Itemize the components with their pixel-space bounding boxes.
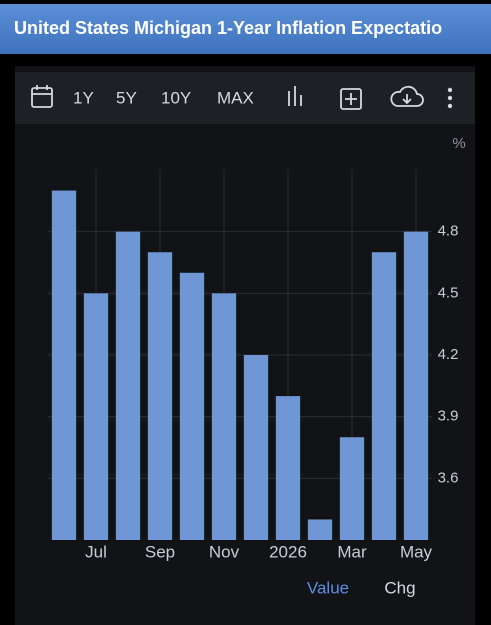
bar [403, 231, 429, 540]
header-title: United States Michigan 1-Year Inflation … [14, 18, 442, 38]
toolbar [15, 72, 475, 124]
range-button[interactable]: 5Y [116, 88, 137, 107]
bar [275, 396, 301, 540]
bar [147, 252, 173, 540]
y-tick-label: 4.8 [438, 223, 459, 240]
download-icon[interactable] [390, 85, 424, 107]
x-tick-label: 2026 [269, 542, 307, 561]
bar [243, 355, 269, 540]
bar [307, 519, 333, 540]
range-button[interactable]: 10Y [161, 88, 191, 107]
x-tick-label: May [400, 542, 433, 561]
bar [179, 272, 205, 540]
plot: 3.6 3.9 4.2 4.5 4.8 Jul Sep Nov 2026 Mar May [48, 170, 458, 561]
y-unit: % [452, 135, 465, 152]
x-tick-label: Mar [337, 542, 367, 561]
bar [371, 252, 397, 540]
range-button[interactable]: MAX [217, 88, 254, 107]
bar [339, 437, 365, 540]
x-tick-label: Nov [209, 542, 240, 561]
bar [83, 293, 109, 540]
x-tick-label: Sep [145, 542, 175, 561]
add-icon[interactable] [340, 88, 362, 110]
menu-icon[interactable] [447, 87, 453, 109]
range-button[interactable]: 1Y [73, 88, 94, 107]
bar [211, 293, 237, 540]
y-tick-label: 4.2 [438, 346, 459, 363]
bar [115, 231, 141, 540]
chart-type-icon[interactable] [288, 86, 302, 106]
header-bar [0, 4, 491, 54]
bar [51, 190, 77, 541]
y-tick-label: 3.9 [438, 408, 459, 425]
chg-tab[interactable]: Chg [384, 578, 415, 597]
calendar-icon[interactable] [31, 85, 53, 108]
y-tick-label: 4.5 [438, 284, 459, 301]
value-tab[interactable]: Value [307, 578, 349, 597]
x-tick-label: Jul [85, 542, 107, 561]
y-tick-label: 3.6 [438, 469, 459, 486]
